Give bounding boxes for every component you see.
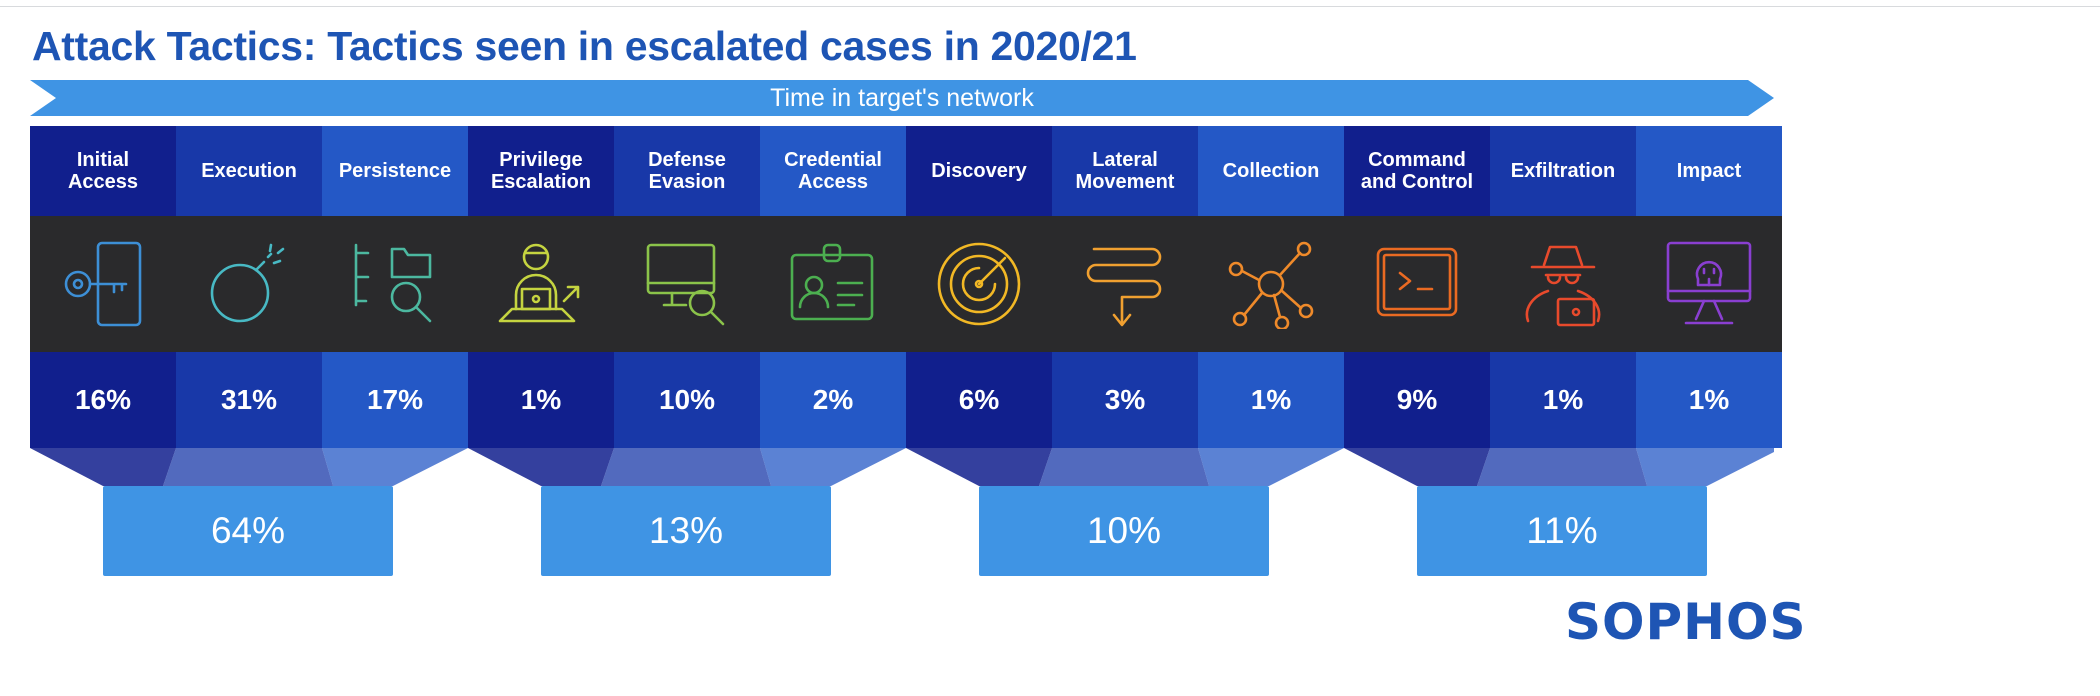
group-funnels (30, 448, 1774, 486)
funnel-segment (601, 448, 771, 486)
tactic-column: Lateral Movement 3% (1052, 126, 1198, 448)
tactic-percentage: 1% (468, 352, 614, 448)
tactic-header: Privilege Escalation (468, 126, 614, 216)
monitor-search-icon (614, 216, 760, 352)
spy-icon (1490, 216, 1636, 352)
id-badge-icon (760, 216, 906, 352)
tactic-percentage: 16% (30, 352, 176, 448)
tactic-percentage: 1% (1636, 352, 1782, 448)
group-total: 10% (979, 486, 1269, 576)
tactic-column: Discovery 6% (906, 126, 1052, 448)
funnel-segment (906, 448, 1052, 486)
tactic-percentage: 9% (1344, 352, 1490, 448)
tactic-header: Persistence (322, 126, 468, 216)
funnel-segment (322, 448, 468, 486)
funnel-segment (1198, 448, 1344, 486)
tactic-percentage: 10% (614, 352, 760, 448)
timeline-label: Time in target's network (770, 84, 1034, 112)
tactic-header: Impact (1636, 126, 1782, 216)
tactic-header: Defense Evasion (614, 126, 760, 216)
bomb-icon (176, 216, 322, 352)
tactic-header: Collection (1198, 126, 1344, 216)
tactic-percentage: 1% (1198, 352, 1344, 448)
skull-monitor-icon (1636, 216, 1782, 352)
timeline-arrow (30, 80, 1774, 116)
tactic-column: Initial Access 16% (30, 126, 176, 448)
tactic-percentage: 6% (906, 352, 1052, 448)
tactic-column: Execution 31% (176, 126, 322, 448)
tactic-percentage: 1% (1490, 352, 1636, 448)
funnel-segment (468, 448, 614, 486)
funnel-segment (1039, 448, 1209, 486)
folder-search-icon (322, 216, 468, 352)
radar-icon (906, 216, 1052, 352)
tactic-percentage: 3% (1052, 352, 1198, 448)
tactic-percentage: 17% (322, 352, 468, 448)
tactic-header: Credential Access (760, 126, 906, 216)
terminal-icon (1344, 216, 1490, 352)
funnel-segment (1344, 448, 1490, 486)
tactic-column: Collection 1% (1198, 126, 1344, 448)
funnel-segment (30, 448, 176, 486)
group-total: 11% (1417, 486, 1707, 576)
user-laptop-icon (468, 216, 614, 352)
group-total: 13% (541, 486, 831, 576)
network-hub-icon (1198, 216, 1344, 352)
group-total: 64% (103, 486, 393, 576)
funnel-segment (1477, 448, 1647, 486)
tactic-header: Command and Control (1344, 126, 1490, 216)
funnel-segment (1636, 448, 1774, 486)
tactic-column: Defense Evasion 10% (614, 126, 760, 448)
top-divider (0, 6, 2100, 7)
funnel-segment (163, 448, 333, 486)
page-title: Attack Tactics: Tactics seen in escalate… (32, 23, 1137, 69)
tactic-column: Persistence 17% (322, 126, 468, 448)
key-door-icon (30, 216, 176, 352)
tactic-column: Privilege Escalation 1% (468, 126, 614, 448)
tactic-header: Discovery (906, 126, 1052, 216)
tactic-column: Command and Control 9% (1344, 126, 1490, 448)
tactic-header: Exfiltration (1490, 126, 1636, 216)
tactic-percentage: 2% (760, 352, 906, 448)
tactic-percentage: 31% (176, 352, 322, 448)
tactic-header: Initial Access (30, 126, 176, 216)
tactic-column: Exfiltration 1% (1490, 126, 1636, 448)
tactic-header: Lateral Movement (1052, 126, 1198, 216)
lateral-arrows-icon (1052, 216, 1198, 352)
sophos-logo: SOPHOS (1565, 593, 1807, 651)
tactic-column: Credential Access 2% (760, 126, 906, 448)
tactic-column: Impact 1% (1636, 126, 1782, 448)
tactic-header: Execution (176, 126, 322, 216)
funnel-segment (760, 448, 906, 486)
